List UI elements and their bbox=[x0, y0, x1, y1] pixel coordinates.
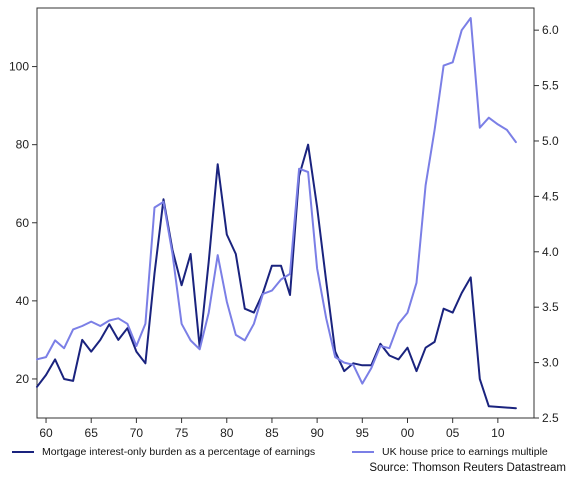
x-tick-label: 60 bbox=[39, 426, 53, 440]
x-tick-label: 75 bbox=[175, 426, 189, 440]
y-right-tick-label: 4.0 bbox=[542, 245, 559, 259]
legend: Mortgage interest-only burden as a perce… bbox=[12, 446, 572, 464]
series-line-mortgage-burden bbox=[36, 143, 517, 410]
y-left-tick-label: 60 bbox=[16, 216, 30, 230]
source-note: Source: Thomson Reuters Datastream bbox=[369, 462, 566, 474]
y-right-tick-label: 3.0 bbox=[542, 356, 559, 370]
x-tick-label: 70 bbox=[130, 426, 144, 440]
y-left-tick-label: 80 bbox=[16, 138, 30, 152]
x-tick-label: 80 bbox=[220, 426, 234, 440]
x-tick-label: 05 bbox=[446, 426, 460, 440]
x-tick-label: 10 bbox=[491, 426, 505, 440]
x-tick-label: 95 bbox=[356, 426, 370, 440]
y-right-tick-label: 2.5 bbox=[542, 411, 559, 425]
x-tick-label: 90 bbox=[310, 426, 324, 440]
y-right-tick-label: 5.0 bbox=[542, 134, 559, 148]
y-right-tick-label: 6.0 bbox=[542, 23, 559, 37]
y-right-tick-label: 3.5 bbox=[542, 300, 559, 314]
y-left-tick-label: 40 bbox=[16, 294, 30, 308]
x-tick-label: 00 bbox=[401, 426, 415, 440]
legend-item-house-price: UK house price to earnings multiple bbox=[352, 446, 548, 458]
y-left-tick-label: 100 bbox=[9, 60, 29, 74]
legend-label-mortgage: Mortgage interest-only burden as a perce… bbox=[42, 446, 316, 458]
x-tick-label: 65 bbox=[85, 426, 99, 440]
legend-item-mortgage: Mortgage interest-only burden as a perce… bbox=[12, 446, 315, 458]
y-left-tick-label: 20 bbox=[16, 372, 30, 386]
plot-border bbox=[36, 7, 535, 419]
ticks-layer: 60 65 70 75 80 85 90 95 00 05 10 20 40 60 80 100 2.5 3.0 3… bbox=[9, 23, 559, 440]
legend-label-house-price: UK house price to earnings multiple bbox=[382, 446, 548, 458]
series-line-house-price-multiple bbox=[36, 17, 517, 385]
x-tick-label: 85 bbox=[265, 426, 279, 440]
y-right-tick-label: 4.5 bbox=[542, 189, 559, 203]
plot-frame bbox=[36, 7, 535, 419]
legend-swatch-mortgage bbox=[12, 451, 34, 453]
series-layer bbox=[36, 17, 517, 410]
legend-swatch-house-price bbox=[352, 451, 374, 453]
y-right-tick-label: 5.5 bbox=[542, 79, 559, 93]
